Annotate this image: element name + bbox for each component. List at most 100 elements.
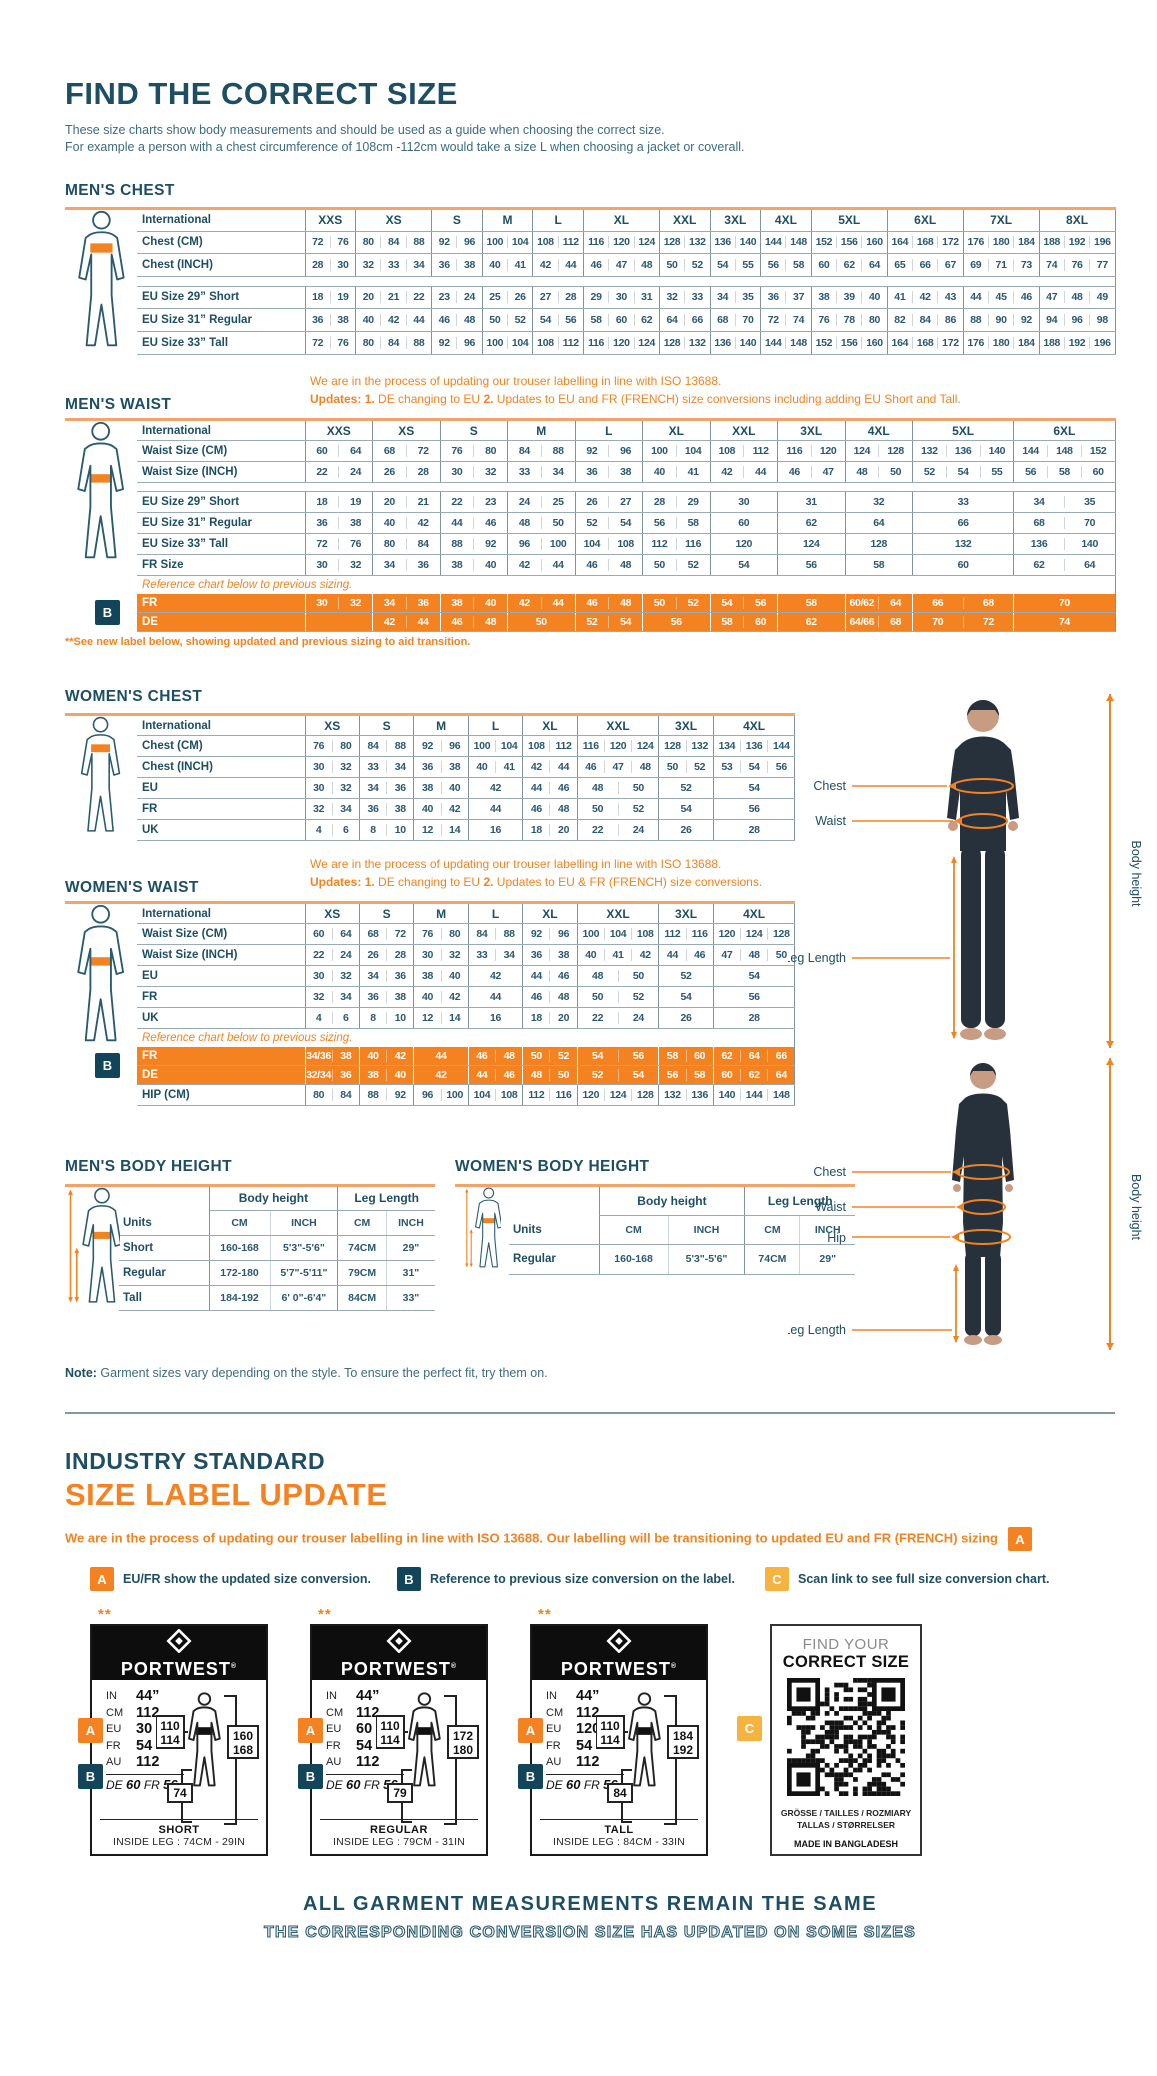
size-value: 152	[815, 236, 833, 249]
rect-el	[843, 1706, 849, 1712]
size-value: 24	[331, 949, 359, 961]
size-value: 54	[608, 517, 642, 529]
size-cell-values: 52	[660, 778, 713, 798]
size-value: 23	[438, 291, 450, 304]
size-table-wrap: International XXS XS S M L XL XXL 3XL 4XL 5XL 6XL 7X…	[65, 207, 1116, 355]
size-value: 54	[740, 761, 767, 773]
reg-mark: ®	[670, 1663, 678, 1670]
label-header: PORTWEST®	[532, 1626, 706, 1680]
size-value: 65	[894, 259, 906, 272]
rect-el	[857, 1734, 863, 1740]
update-note-part: 1.	[364, 875, 375, 889]
size-cell: 56 58	[760, 253, 812, 277]
text-el: 74	[173, 1786, 187, 1800]
row-label: FR	[137, 593, 305, 613]
size-value: 46	[549, 782, 576, 794]
size-cell: 42 44	[507, 593, 575, 613]
size-value: 29	[675, 496, 710, 508]
size-column-header: 3XL	[658, 902, 714, 924]
size-value: 58	[1047, 466, 1081, 478]
size-value: 92	[473, 538, 507, 550]
size-cell-values: 33 34	[508, 462, 574, 482]
b-el: 60	[346, 1776, 361, 1792]
size-value: 54	[721, 596, 733, 609]
size-value: 32/34	[306, 1069, 331, 1081]
size-cell: 60/62 64	[844, 593, 913, 613]
size-value: 40	[861, 291, 886, 304]
size-cell-values: 60 64	[306, 441, 372, 461]
rect-el	[829, 1725, 835, 1730]
size-value: 32	[313, 991, 325, 1003]
size-value: 46	[530, 803, 542, 815]
portwest-diamond-icon	[166, 1628, 192, 1654]
size-cell: 92 96	[431, 331, 483, 355]
size-value: 54	[945, 466, 980, 478]
size-value: 48	[608, 559, 642, 571]
chest-label: Chest	[813, 1165, 846, 1179]
size-cell-values: 132 136 140	[914, 441, 1014, 461]
size-cell-values: 20 21	[373, 492, 439, 512]
size-value: 38	[338, 517, 372, 529]
size-value: 84	[405, 538, 440, 550]
size-value: 34	[495, 949, 522, 961]
size-value: 134	[718, 740, 736, 752]
highlight-band	[89, 474, 113, 483]
highlight-band	[91, 744, 111, 753]
size-cell: 136 140	[1013, 533, 1115, 555]
rect-el	[801, 1744, 806, 1749]
size-cell-values: 72 74	[762, 309, 811, 330]
size-value: 33	[380, 259, 405, 272]
size-cell-values: 62	[778, 513, 844, 533]
female-measurement-figure: Chest Waist Hip Leg Length Body height	[783, 1052, 1148, 1367]
size-value: 44	[970, 291, 982, 304]
size-cell-values: 44 46	[441, 513, 507, 533]
size-cell-values: 34 36	[360, 966, 413, 986]
size-value: 48	[495, 1049, 522, 1062]
intro-text: These size charts show body measurements…	[65, 122, 745, 156]
size-value: 42	[912, 291, 937, 304]
size-cell: 48 50	[507, 512, 575, 534]
size-value: 196	[1089, 336, 1114, 349]
size-value: 68	[367, 928, 379, 940]
size-value: 34	[367, 970, 379, 982]
size-value: 40	[386, 1069, 413, 1081]
spec-row: EU 60	[326, 1721, 486, 1738]
size-value: 46	[1013, 291, 1038, 304]
size-cell-values: 44 46	[524, 966, 577, 986]
size-cell: 120 124 128	[576, 1084, 659, 1106]
size-value: 124	[853, 445, 871, 457]
ellipse-el	[984, 1028, 1006, 1040]
rect-el	[824, 1720, 830, 1726]
size-value: 160	[861, 236, 886, 249]
size-value: 84	[380, 336, 405, 349]
size-cell: 44	[467, 986, 523, 1008]
size-value: 132	[684, 336, 709, 349]
size-value: 44	[476, 1069, 488, 1081]
size-cell-values: 48 50	[508, 513, 574, 533]
size-cell-values: 26	[660, 820, 713, 840]
height-value: 31"	[385, 1260, 435, 1286]
size-cell: 47 48 50	[712, 944, 795, 966]
size-value: 43	[937, 291, 962, 304]
size-cell-values: 152 156 160	[812, 232, 886, 253]
size-cell-values: 38 40	[415, 778, 468, 798]
rect-el	[834, 1777, 839, 1782]
path-el	[175, 1637, 183, 1645]
rect-el	[886, 1786, 891, 1792]
rect-el	[834, 1786, 839, 1792]
size-value: 16	[489, 1012, 502, 1024]
size-cell-values: 18 19	[306, 492, 372, 512]
circle-el	[948, 821, 958, 831]
size-value: 28	[748, 1012, 760, 1024]
update-note-line1: We are in the process of updating our tr…	[310, 374, 722, 388]
height-value: 29"	[385, 1235, 435, 1261]
rect-el	[876, 1758, 882, 1763]
badge-c: C	[737, 1716, 762, 1741]
size-cell: 22 24	[576, 819, 659, 841]
label-footer: REGULAR INSIDE LEG : 79CM - 31IN	[320, 1819, 478, 1848]
size-cell-values: 50 52	[578, 799, 658, 819]
size-cell: 36 38	[358, 986, 414, 1008]
size-cell-values: 46 47 48	[578, 757, 658, 777]
size-cell: 52 54	[576, 1065, 659, 1085]
path-el	[224, 1695, 237, 1825]
